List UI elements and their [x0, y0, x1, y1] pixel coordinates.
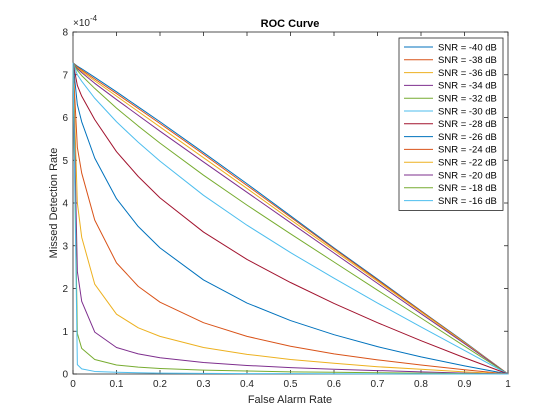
legend-label: SNR = -34 dB — [438, 81, 497, 92]
legend-label: SNR = -40 dB — [438, 42, 497, 53]
y-exponent-label: ×10-4 — [73, 14, 98, 29]
legend-label: SNR = -30 dB — [438, 106, 497, 117]
y-tick-label: 5 — [62, 156, 68, 167]
x-tick-label: 0.5 — [284, 379, 298, 390]
y-axis-label: Missed Detection Rate — [48, 148, 60, 259]
chart-title: ROC Curve — [261, 18, 320, 30]
legend-label: SNR = -32 dB — [438, 94, 497, 105]
y-exponent-power: -4 — [90, 14, 98, 23]
legend-label: SNR = -20 dB — [438, 170, 497, 181]
y-exponent-base: ×10 — [73, 18, 90, 29]
x-tick-label: 0 — [70, 379, 76, 390]
x-tick-label: 0.1 — [110, 379, 124, 390]
x-tick-label: 0.3 — [197, 379, 211, 390]
legend-label: SNR = -28 dB — [438, 119, 497, 130]
y-tick-label: 4 — [62, 199, 68, 210]
x-tick-label: 0.9 — [458, 379, 472, 390]
legend-label: SNR = -22 dB — [438, 158, 497, 169]
legend-label: SNR = -18 dB — [438, 183, 497, 194]
y-tick-label: 1 — [62, 327, 68, 338]
y-tick-label: 7 — [62, 70, 68, 81]
x-tick-label: 0.4 — [240, 379, 254, 390]
x-tick-label: 0.7 — [371, 379, 385, 390]
y-tick-label: 0 — [62, 370, 68, 381]
y-tick-label: 2 — [62, 284, 68, 295]
x-tick-label: 0.8 — [414, 379, 428, 390]
x-tick-label: 0.6 — [327, 379, 341, 390]
y-tick-label: 6 — [62, 113, 68, 124]
y-tick-label: 3 — [62, 241, 68, 252]
x-axis-label: False Alarm Rate — [248, 394, 332, 406]
legend: SNR = -40 dB SNR = -38 dB SNR = -36 dB SNR … — [399, 38, 503, 210]
legend-label: SNR = -36 dB — [438, 68, 497, 79]
legend-label: SNR = -16 dB — [438, 196, 497, 207]
legend-label: SNR = -38 dB — [438, 55, 497, 66]
y-tick-label: 8 — [62, 28, 68, 39]
legend-label: SNR = -26 dB — [438, 132, 497, 143]
x-tick-label: 1 — [505, 379, 511, 390]
x-tick-label: 0.2 — [153, 379, 167, 390]
legend-label: SNR = -24 dB — [438, 145, 497, 156]
